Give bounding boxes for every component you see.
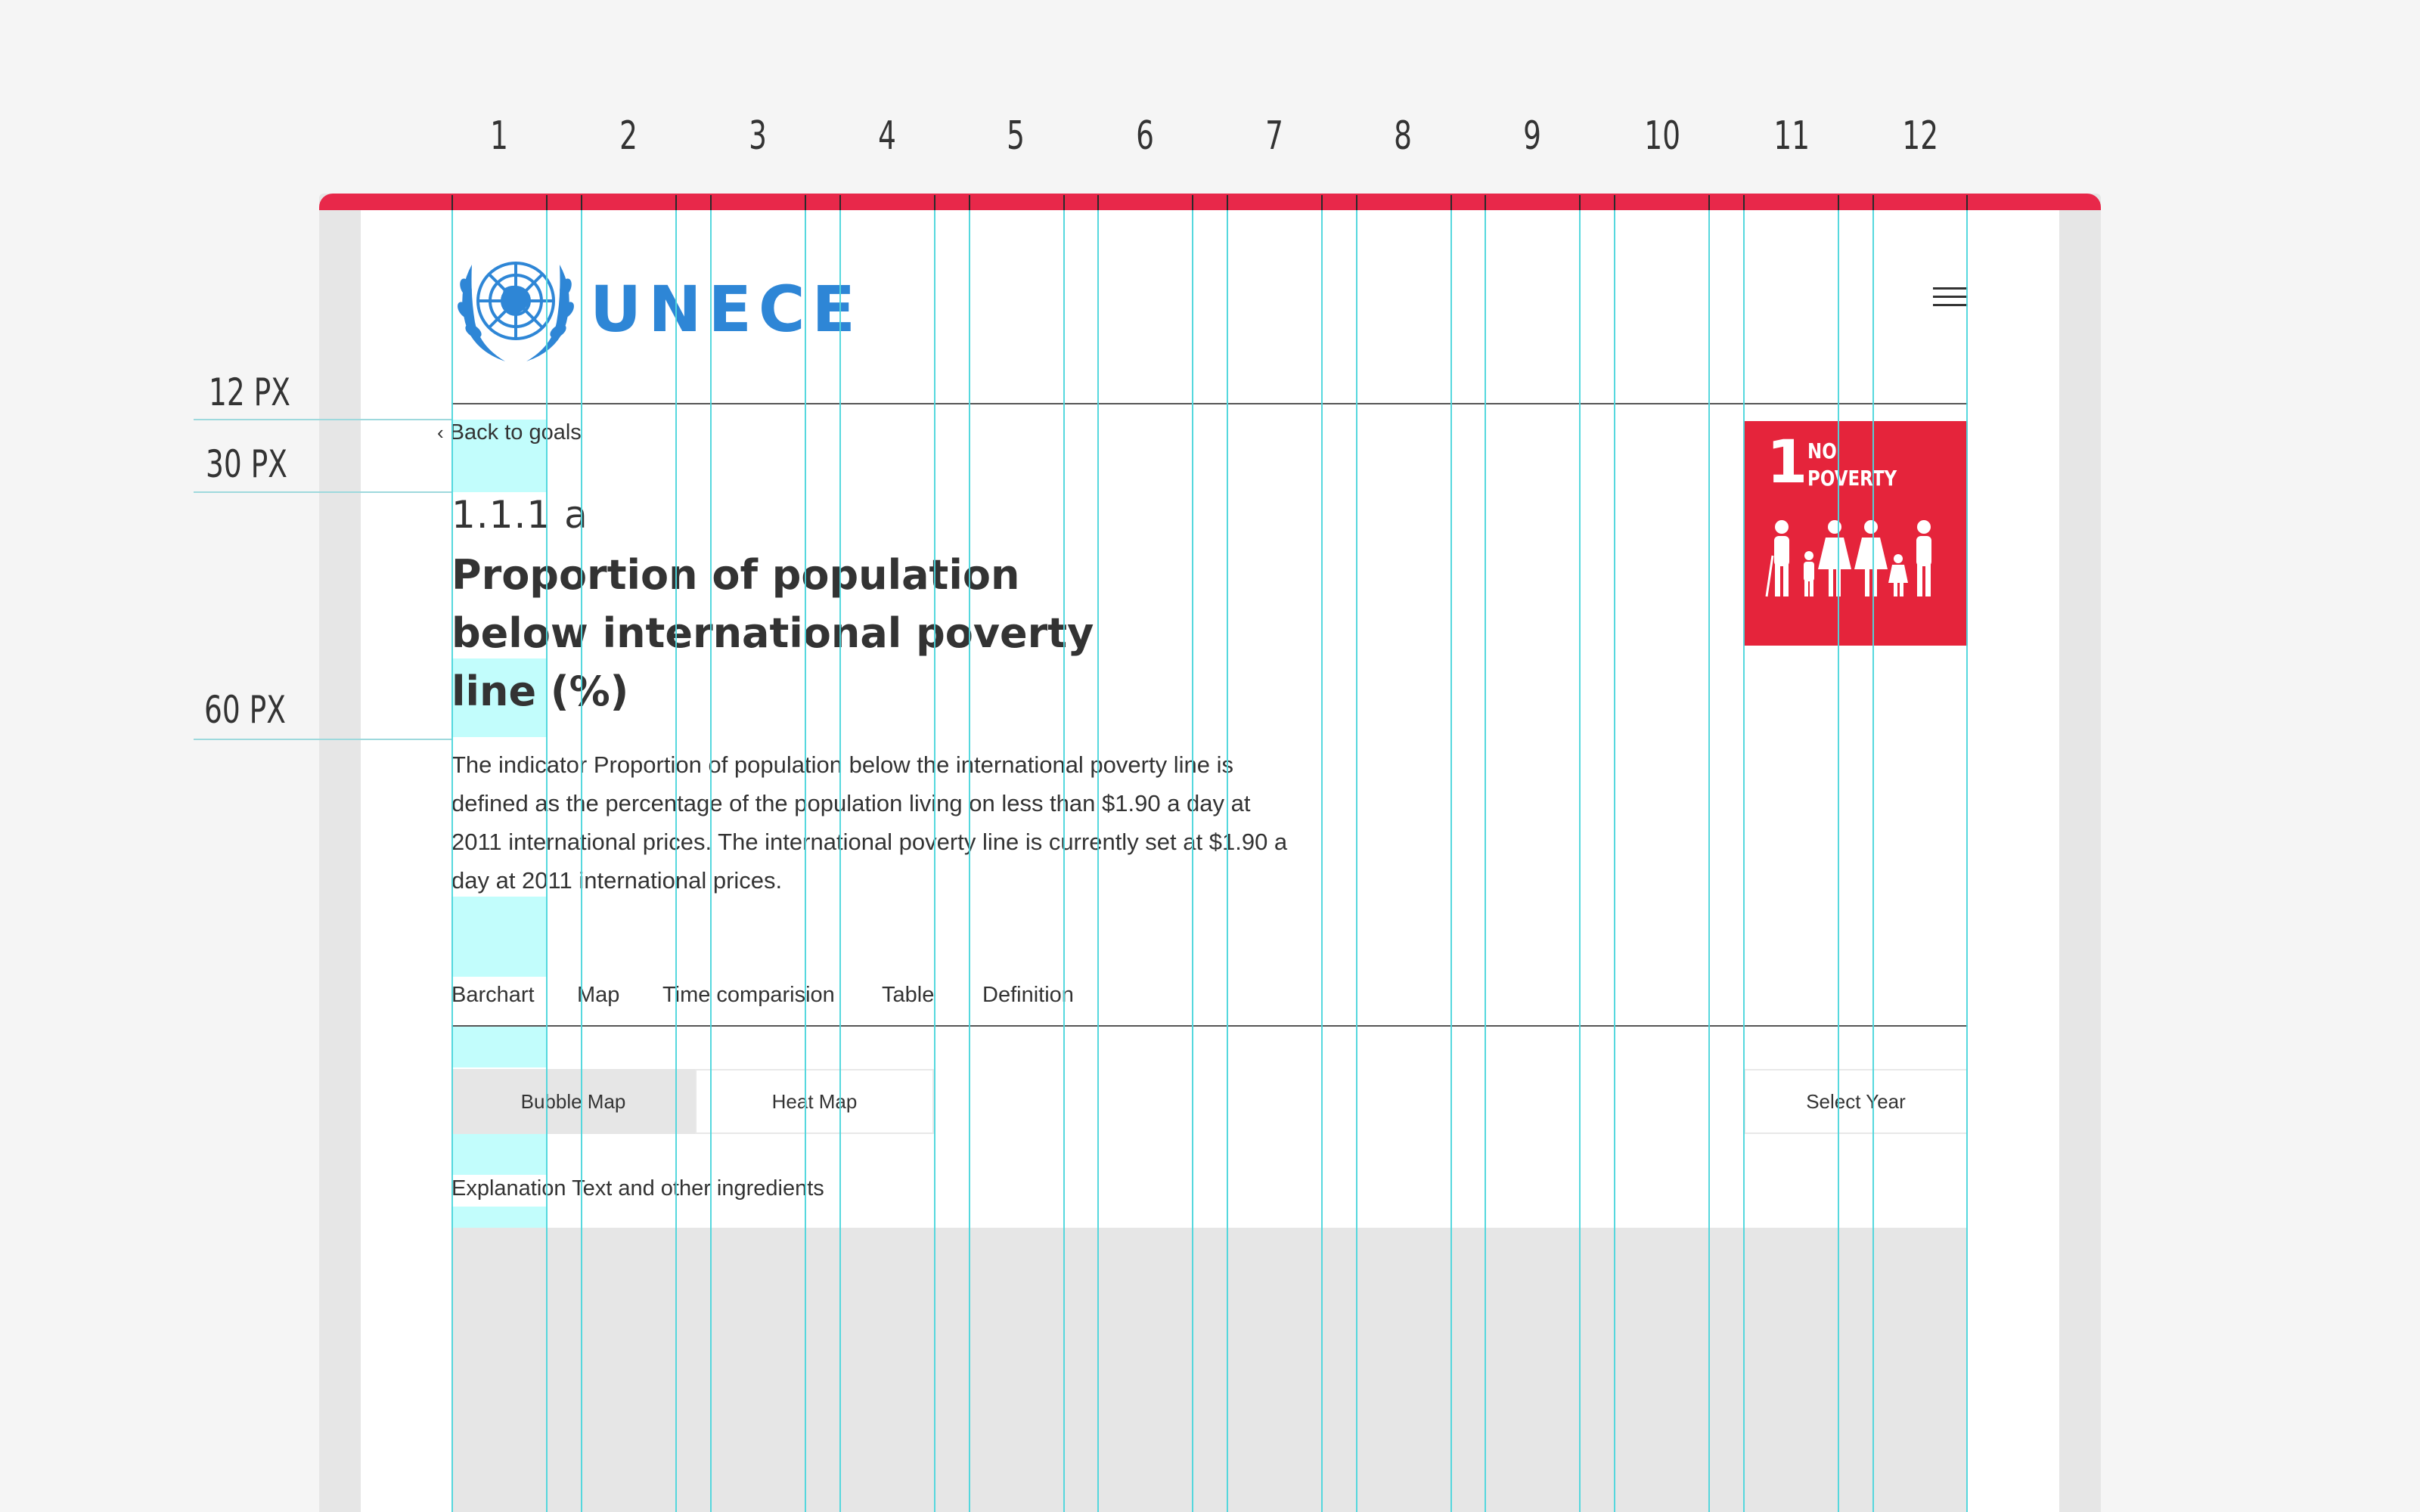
- sdg-number: 1: [1767, 429, 1808, 497]
- grid-line: [1063, 195, 1065, 1512]
- spacing-label-12px: 12 PX: [209, 370, 290, 414]
- grid-line: [934, 195, 935, 1512]
- grid-tick: [1579, 195, 1581, 210]
- bubble-map-button[interactable]: Bubble Map: [451, 1069, 695, 1134]
- grid-tick: [1356, 195, 1357, 210]
- column-number-3: 3: [749, 113, 767, 159]
- sdg-label: NO POVERTY: [1807, 438, 1897, 491]
- grid-tick: [1966, 195, 1968, 210]
- spacing-highlight-buttons: [451, 1134, 547, 1175]
- logo-text: UNECE: [590, 272, 862, 346]
- column-number-8: 8: [1394, 113, 1412, 159]
- grid-line: [675, 195, 677, 1512]
- select-year-dropdown[interactable]: Select Year: [1744, 1069, 1968, 1134]
- explanation-text: Explanation Text and other ingredients: [451, 1176, 824, 1201]
- sdg-goal-tile: 1 NO POVERTY: [1744, 421, 1968, 646]
- grid-line: [1485, 195, 1486, 1512]
- header-divider: [451, 403, 1968, 404]
- grid-tick: [969, 195, 970, 210]
- frame-top-bar: [319, 194, 2101, 210]
- grid-line: [1450, 195, 1452, 1512]
- grid-tick: [1614, 195, 1615, 210]
- spacing-highlight-60px: [451, 658, 547, 737]
- grid-line: [1227, 195, 1228, 1512]
- back-to-goals-link[interactable]: ‹ Back to goals: [437, 420, 582, 445]
- column-number-7: 7: [1265, 113, 1283, 159]
- spacing-guide-30px: [194, 491, 451, 493]
- grid-line: [839, 195, 841, 1512]
- grid-line: [1872, 195, 1874, 1512]
- grid-line: [1579, 195, 1581, 1512]
- grid-line: [710, 195, 712, 1512]
- grid-tick: [1743, 195, 1745, 210]
- grid-tick: [451, 195, 453, 210]
- grid-tick: [546, 195, 548, 210]
- grid-tick: [1063, 195, 1065, 210]
- column-number-11: 11: [1773, 113, 1810, 159]
- grid-line: [1743, 195, 1745, 1512]
- column-number-1: 1: [490, 113, 508, 159]
- grid-tick: [1708, 195, 1710, 210]
- grid-line: [1192, 195, 1193, 1512]
- grid-line: [1708, 195, 1710, 1512]
- grid-tick: [1872, 195, 1874, 210]
- column-number-10: 10: [1644, 113, 1681, 159]
- spacing-highlight-12px: [451, 420, 547, 492]
- back-link-label: Back to goals: [449, 420, 582, 445]
- tab-map[interactable]: Map: [577, 983, 620, 1007]
- column-number-4: 4: [878, 113, 896, 159]
- column-number-5: 5: [1007, 113, 1025, 159]
- grid-tick: [710, 195, 712, 210]
- grid-tick: [934, 195, 935, 210]
- spacing-label-30px: 30 PX: [206, 442, 287, 486]
- spacing-highlight-explain: [451, 1207, 547, 1228]
- grid-tick: [805, 195, 806, 210]
- grid-line: [805, 195, 806, 1512]
- tabs-divider: [451, 1025, 1968, 1027]
- spacing-label-60px: 60 PX: [204, 688, 286, 732]
- grid-line: [1614, 195, 1615, 1512]
- spacing-highlight-tabs: [451, 1027, 547, 1067]
- grid-line: [1321, 195, 1323, 1512]
- spacing-guide-12px: [194, 419, 451, 420]
- grid-line: [1097, 195, 1099, 1512]
- grid-line: [581, 195, 582, 1512]
- spacing-guide-60px: [194, 739, 451, 740]
- grid-line: [1356, 195, 1357, 1512]
- grid-tick: [1192, 195, 1193, 210]
- grid-line: [546, 195, 548, 1512]
- grid-tick: [1097, 195, 1099, 210]
- heat-map-button[interactable]: Heat Map: [695, 1069, 934, 1134]
- column-number-6: 6: [1136, 113, 1154, 159]
- grid-tick: [1227, 195, 1228, 210]
- grid-tick: [1485, 195, 1486, 210]
- grid-tick: [839, 195, 841, 210]
- chart-placeholder: [451, 1228, 1968, 1512]
- tab-definition[interactable]: Definition: [982, 983, 1074, 1007]
- indicator-description: The indicator Proportion of population b…: [451, 751, 1288, 894]
- grid-tick: [581, 195, 582, 210]
- un-emblem-icon: [458, 262, 574, 361]
- grid-line: [1838, 195, 1839, 1512]
- indicator-code: 1.1.1 a: [451, 493, 588, 537]
- grid-tick: [1321, 195, 1323, 210]
- grid-tick: [1450, 195, 1452, 210]
- tab-barchart[interactable]: Barchart: [451, 983, 535, 1007]
- hamburger-menu-icon[interactable]: [1933, 287, 1968, 311]
- grid-line: [451, 195, 453, 1512]
- column-number-2: 2: [619, 113, 638, 159]
- column-number-12: 12: [1902, 113, 1939, 159]
- grid-tick: [675, 195, 677, 210]
- grid-tick: [1838, 195, 1839, 210]
- page-title: Proportion of population below internati…: [451, 551, 1094, 715]
- tab-time-comparison[interactable]: Time comparision: [662, 983, 835, 1007]
- family-icon: [1765, 520, 1931, 597]
- grid-line: [1966, 195, 1968, 1512]
- chevron-left-icon: ‹: [437, 421, 444, 444]
- grid-line: [969, 195, 970, 1512]
- spacing-highlight-desc: [451, 897, 547, 977]
- column-number-9: 9: [1523, 113, 1541, 159]
- tab-table[interactable]: Table: [882, 983, 935, 1007]
